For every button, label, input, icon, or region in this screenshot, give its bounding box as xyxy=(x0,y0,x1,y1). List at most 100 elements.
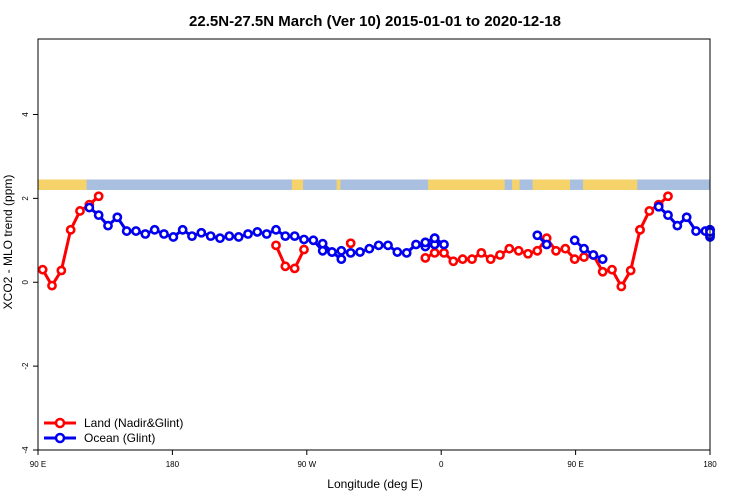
series-0-point xyxy=(625,265,636,276)
x-axis-label: Longitude (deg E) xyxy=(327,477,422,491)
legend-label-ocean: Ocean (Glint) xyxy=(84,431,155,445)
series-1-point xyxy=(261,229,272,239)
series-1-point xyxy=(233,232,244,242)
series-1-point xyxy=(215,233,225,244)
x-tick-label: 90 E xyxy=(567,460,583,469)
series-1-point xyxy=(691,226,701,236)
series-layer xyxy=(37,191,715,292)
legend-marker-land xyxy=(54,417,66,429)
series-1-point xyxy=(308,235,319,246)
map-strip-land-0 xyxy=(38,179,87,190)
map-strip xyxy=(38,179,710,190)
series-1-point xyxy=(588,250,599,260)
series-1-point xyxy=(345,247,356,258)
series-1-point xyxy=(252,227,263,237)
series-0-point xyxy=(65,224,76,235)
series-1-point xyxy=(569,235,580,246)
series-1-point xyxy=(383,240,393,251)
series-1-point xyxy=(187,231,197,242)
y-tick-label: 0 xyxy=(21,279,30,284)
series-0-point xyxy=(513,245,524,256)
series-1-point xyxy=(121,226,132,236)
series-0-point xyxy=(56,265,67,276)
series-0-point xyxy=(457,254,468,265)
series-1-point xyxy=(411,239,421,250)
series-1-point xyxy=(420,237,431,248)
series-0-point xyxy=(579,252,589,262)
series-0-point xyxy=(93,191,104,202)
series-0-point xyxy=(485,254,496,265)
series-1-point xyxy=(159,229,169,239)
series-0-point xyxy=(37,264,48,275)
map-strip-ocean xyxy=(38,179,710,190)
series-0-point xyxy=(439,247,449,258)
series-0-point xyxy=(532,245,543,256)
series-1-line-6 xyxy=(573,239,604,261)
series-0-point xyxy=(299,244,309,255)
y-tick-label: 2 xyxy=(21,196,30,201)
series-0-point xyxy=(75,206,85,216)
series-1-point xyxy=(177,224,188,235)
map-strip-land-1 xyxy=(291,179,304,190)
series-1-point xyxy=(401,247,412,258)
series-0-point xyxy=(289,263,300,274)
series-0-point xyxy=(569,254,580,265)
series-1-point xyxy=(280,231,291,242)
series-0-point xyxy=(504,243,515,254)
chart-title: 22.5N-27.5N March (Ver 10) 2015-01-01 to… xyxy=(189,13,561,30)
series-0-point xyxy=(476,247,487,258)
series-1-point xyxy=(653,201,664,212)
series-1-point xyxy=(103,220,113,231)
series-0-point xyxy=(635,224,645,235)
y-tick-label: -2 xyxy=(21,362,30,370)
series-0-point xyxy=(560,243,571,254)
series-1-point xyxy=(579,243,589,254)
series-1-point xyxy=(336,254,347,265)
legend-marker-ocean xyxy=(54,432,66,444)
series-0-point xyxy=(280,261,291,272)
series-1-point xyxy=(149,224,160,235)
series-0-point xyxy=(420,253,431,263)
series-0-point xyxy=(271,240,281,251)
y-tick-label: -4 xyxy=(21,446,30,454)
series-1-point xyxy=(84,202,95,213)
series-1-point xyxy=(112,212,123,223)
series-1-point xyxy=(93,210,104,221)
series-1-point xyxy=(224,231,235,242)
series-1-point xyxy=(541,239,552,250)
series-0-point xyxy=(47,280,57,291)
series-1-point xyxy=(663,210,673,221)
series-0-point xyxy=(448,256,459,267)
x-tick-label: 180 xyxy=(703,460,717,469)
map-strip-land-5 xyxy=(532,179,570,190)
series-0-point xyxy=(663,191,673,202)
x-tick-label: 0 xyxy=(439,460,444,469)
series-0-point xyxy=(607,264,617,275)
series-0-point xyxy=(523,248,533,259)
series-1-point xyxy=(681,212,692,223)
map-strip-land-3 xyxy=(428,179,505,190)
series-1-point xyxy=(196,227,207,238)
series-0-point xyxy=(616,281,627,292)
series-1-point xyxy=(168,232,179,242)
series-1-point xyxy=(336,245,347,256)
series-0-point xyxy=(467,254,477,265)
axes-layer: 90 E 180 90 W 0 90 E 180 -4 -2 0 2 4 xyxy=(21,38,717,469)
series-1-point xyxy=(392,247,403,257)
series-1-point xyxy=(243,229,253,239)
series-1-point xyxy=(672,220,683,231)
y-tick-label: 4 xyxy=(21,112,30,117)
series-0-point xyxy=(345,238,356,249)
series-1-point xyxy=(205,231,216,242)
map-strip-land-2 xyxy=(336,179,341,190)
x-tick-label: 180 xyxy=(166,460,180,469)
series-1-point xyxy=(429,233,440,244)
x-tick-label: 90 W xyxy=(297,460,316,469)
legend-label-land: Land (Nadir&Glint) xyxy=(84,416,183,430)
map-strip-land-6 xyxy=(583,179,638,190)
x-tick-label: 90 E xyxy=(30,460,46,469)
series-0-point xyxy=(495,250,505,260)
series-0-line-3 xyxy=(424,229,642,288)
map-strip-land-4 xyxy=(512,179,520,190)
